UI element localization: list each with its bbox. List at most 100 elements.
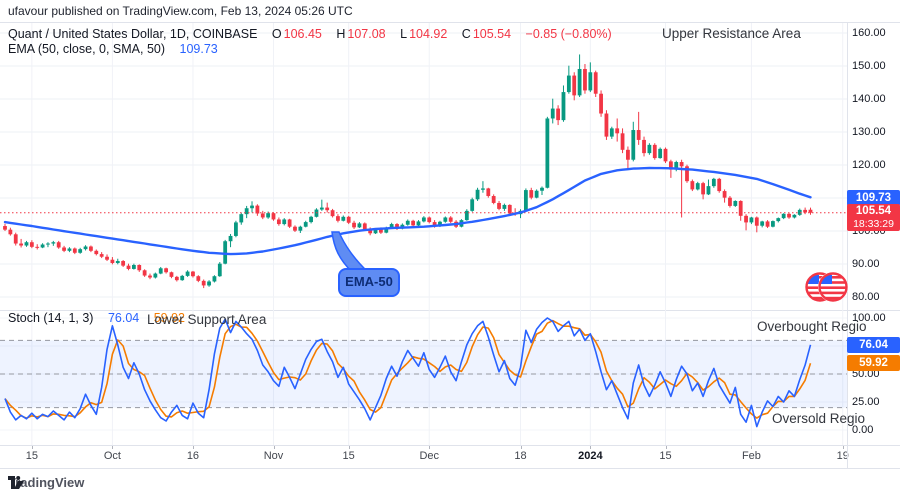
candle-body — [115, 261, 120, 264]
candle-body — [89, 246, 93, 251]
price-tick-label: 160.00 — [852, 27, 886, 39]
candle-body — [35, 246, 40, 248]
candle-body — [276, 219, 281, 225]
tradingview-logo-icon[interactable] — [8, 475, 25, 490]
candle-body — [491, 196, 496, 203]
stoch-k-axis-label: 76.04 — [847, 337, 900, 353]
footer-bar: TradingView — [8, 475, 84, 490]
stoch-tick-label: 25.00 — [852, 396, 880, 408]
candle-body — [303, 222, 308, 227]
candle-body — [583, 68, 587, 91]
candle-body — [593, 72, 598, 94]
candle-body — [668, 161, 673, 170]
stoch-d-value: 59.92 — [153, 311, 185, 325]
candle-body — [470, 199, 475, 211]
candle-body — [298, 226, 303, 231]
ema-callout-bubble[interactable]: EMA-50 — [338, 268, 400, 297]
price-tick-label: 80.00 — [852, 291, 880, 303]
ema-legend-row: EMA (50, close, 0, SMA, 50) 109.73 — [8, 42, 220, 56]
high-label: H — [336, 27, 346, 41]
time-tick-mark — [665, 445, 667, 449]
time-tick-mark — [842, 445, 844, 449]
time-tick-mark — [520, 445, 522, 449]
stoch-tick-label: 100.00 — [852, 312, 886, 324]
candle-body — [443, 217, 448, 222]
candle-body — [685, 166, 689, 182]
symbol-legend-row: Quant / United States Dollar, 1D, COINBA… — [8, 27, 614, 41]
candle-body — [523, 190, 528, 211]
candle-body — [395, 224, 399, 229]
candle-body — [271, 213, 276, 220]
ema-price-label: 109.73 — [847, 190, 900, 206]
time-tick-label: Nov — [263, 450, 284, 462]
candle-body — [545, 118, 550, 188]
last-price-value: 105.54 — [855, 205, 892, 217]
candle-body — [626, 149, 630, 160]
overbought-region-label: Overbought Regio — [757, 319, 867, 334]
candle-body — [51, 242, 56, 244]
candle-body — [771, 221, 775, 227]
candle-body — [266, 213, 271, 218]
candle-body — [566, 75, 571, 93]
candle-body — [658, 148, 663, 159]
change-value: −0.85 (−0.80%) — [525, 27, 612, 41]
candle-body — [212, 276, 217, 282]
stoch-indicator-label: Stoch (14, 1, 3) — [8, 311, 94, 325]
candle-body — [121, 261, 126, 266]
candle-body — [481, 188, 485, 190]
candle-body — [502, 204, 507, 209]
candle-body — [787, 213, 791, 218]
candle-body — [561, 92, 566, 121]
time-tick-mark — [348, 445, 350, 449]
price-tick-label: 150.00 — [852, 60, 886, 72]
candle-body — [126, 265, 131, 269]
candle-body — [379, 229, 383, 233]
candle-body — [137, 264, 142, 271]
candle-body — [110, 259, 115, 264]
candle-body — [164, 268, 168, 273]
candle-body — [346, 216, 351, 223]
price-tick-label: 140.00 — [852, 93, 886, 105]
candle-body — [29, 242, 34, 247]
high-value: 107.08 — [347, 27, 386, 41]
candle-body — [615, 128, 620, 134]
candle-body — [260, 213, 265, 218]
candle-body — [362, 223, 367, 230]
candle-body — [185, 271, 190, 276]
candle-body — [94, 250, 99, 255]
candle-body — [83, 246, 88, 250]
candle-body — [733, 200, 738, 206]
candle-body — [56, 242, 61, 248]
candle-body — [244, 208, 249, 215]
candle-body — [448, 217, 453, 222]
lower-support-label: Lower Support Area — [147, 312, 267, 327]
candle-body — [357, 223, 362, 228]
time-tick-mark — [192, 445, 194, 449]
stoch-d-line — [4, 319, 812, 419]
candle-body — [153, 273, 158, 278]
candle-body — [803, 209, 808, 213]
candle-body — [507, 204, 512, 214]
candle-body — [760, 221, 765, 226]
candle-body — [631, 130, 636, 160]
candle-body — [46, 243, 50, 245]
stoch-tick-label: 50.00 — [852, 368, 880, 380]
candle-body — [432, 222, 437, 227]
candle-body — [738, 200, 743, 216]
tradingview-wordmark[interactable]: TradingView — [8, 475, 85, 490]
time-tick-mark — [273, 445, 275, 449]
candle-body — [405, 220, 410, 225]
candle-body — [464, 210, 469, 221]
candle-body — [550, 108, 555, 119]
candle-body — [642, 139, 646, 154]
time-tick-mark — [590, 445, 592, 449]
candle-body — [647, 144, 652, 154]
close-value: 105.54 — [472, 27, 512, 41]
candle-body — [744, 215, 748, 223]
candle-body — [40, 244, 45, 248]
low-value: 104.92 — [409, 27, 448, 41]
time-tick-label: 2024 — [578, 450, 603, 462]
last-price-label: 105.54 18:33:29 — [847, 204, 900, 231]
candle-body — [728, 197, 732, 206]
